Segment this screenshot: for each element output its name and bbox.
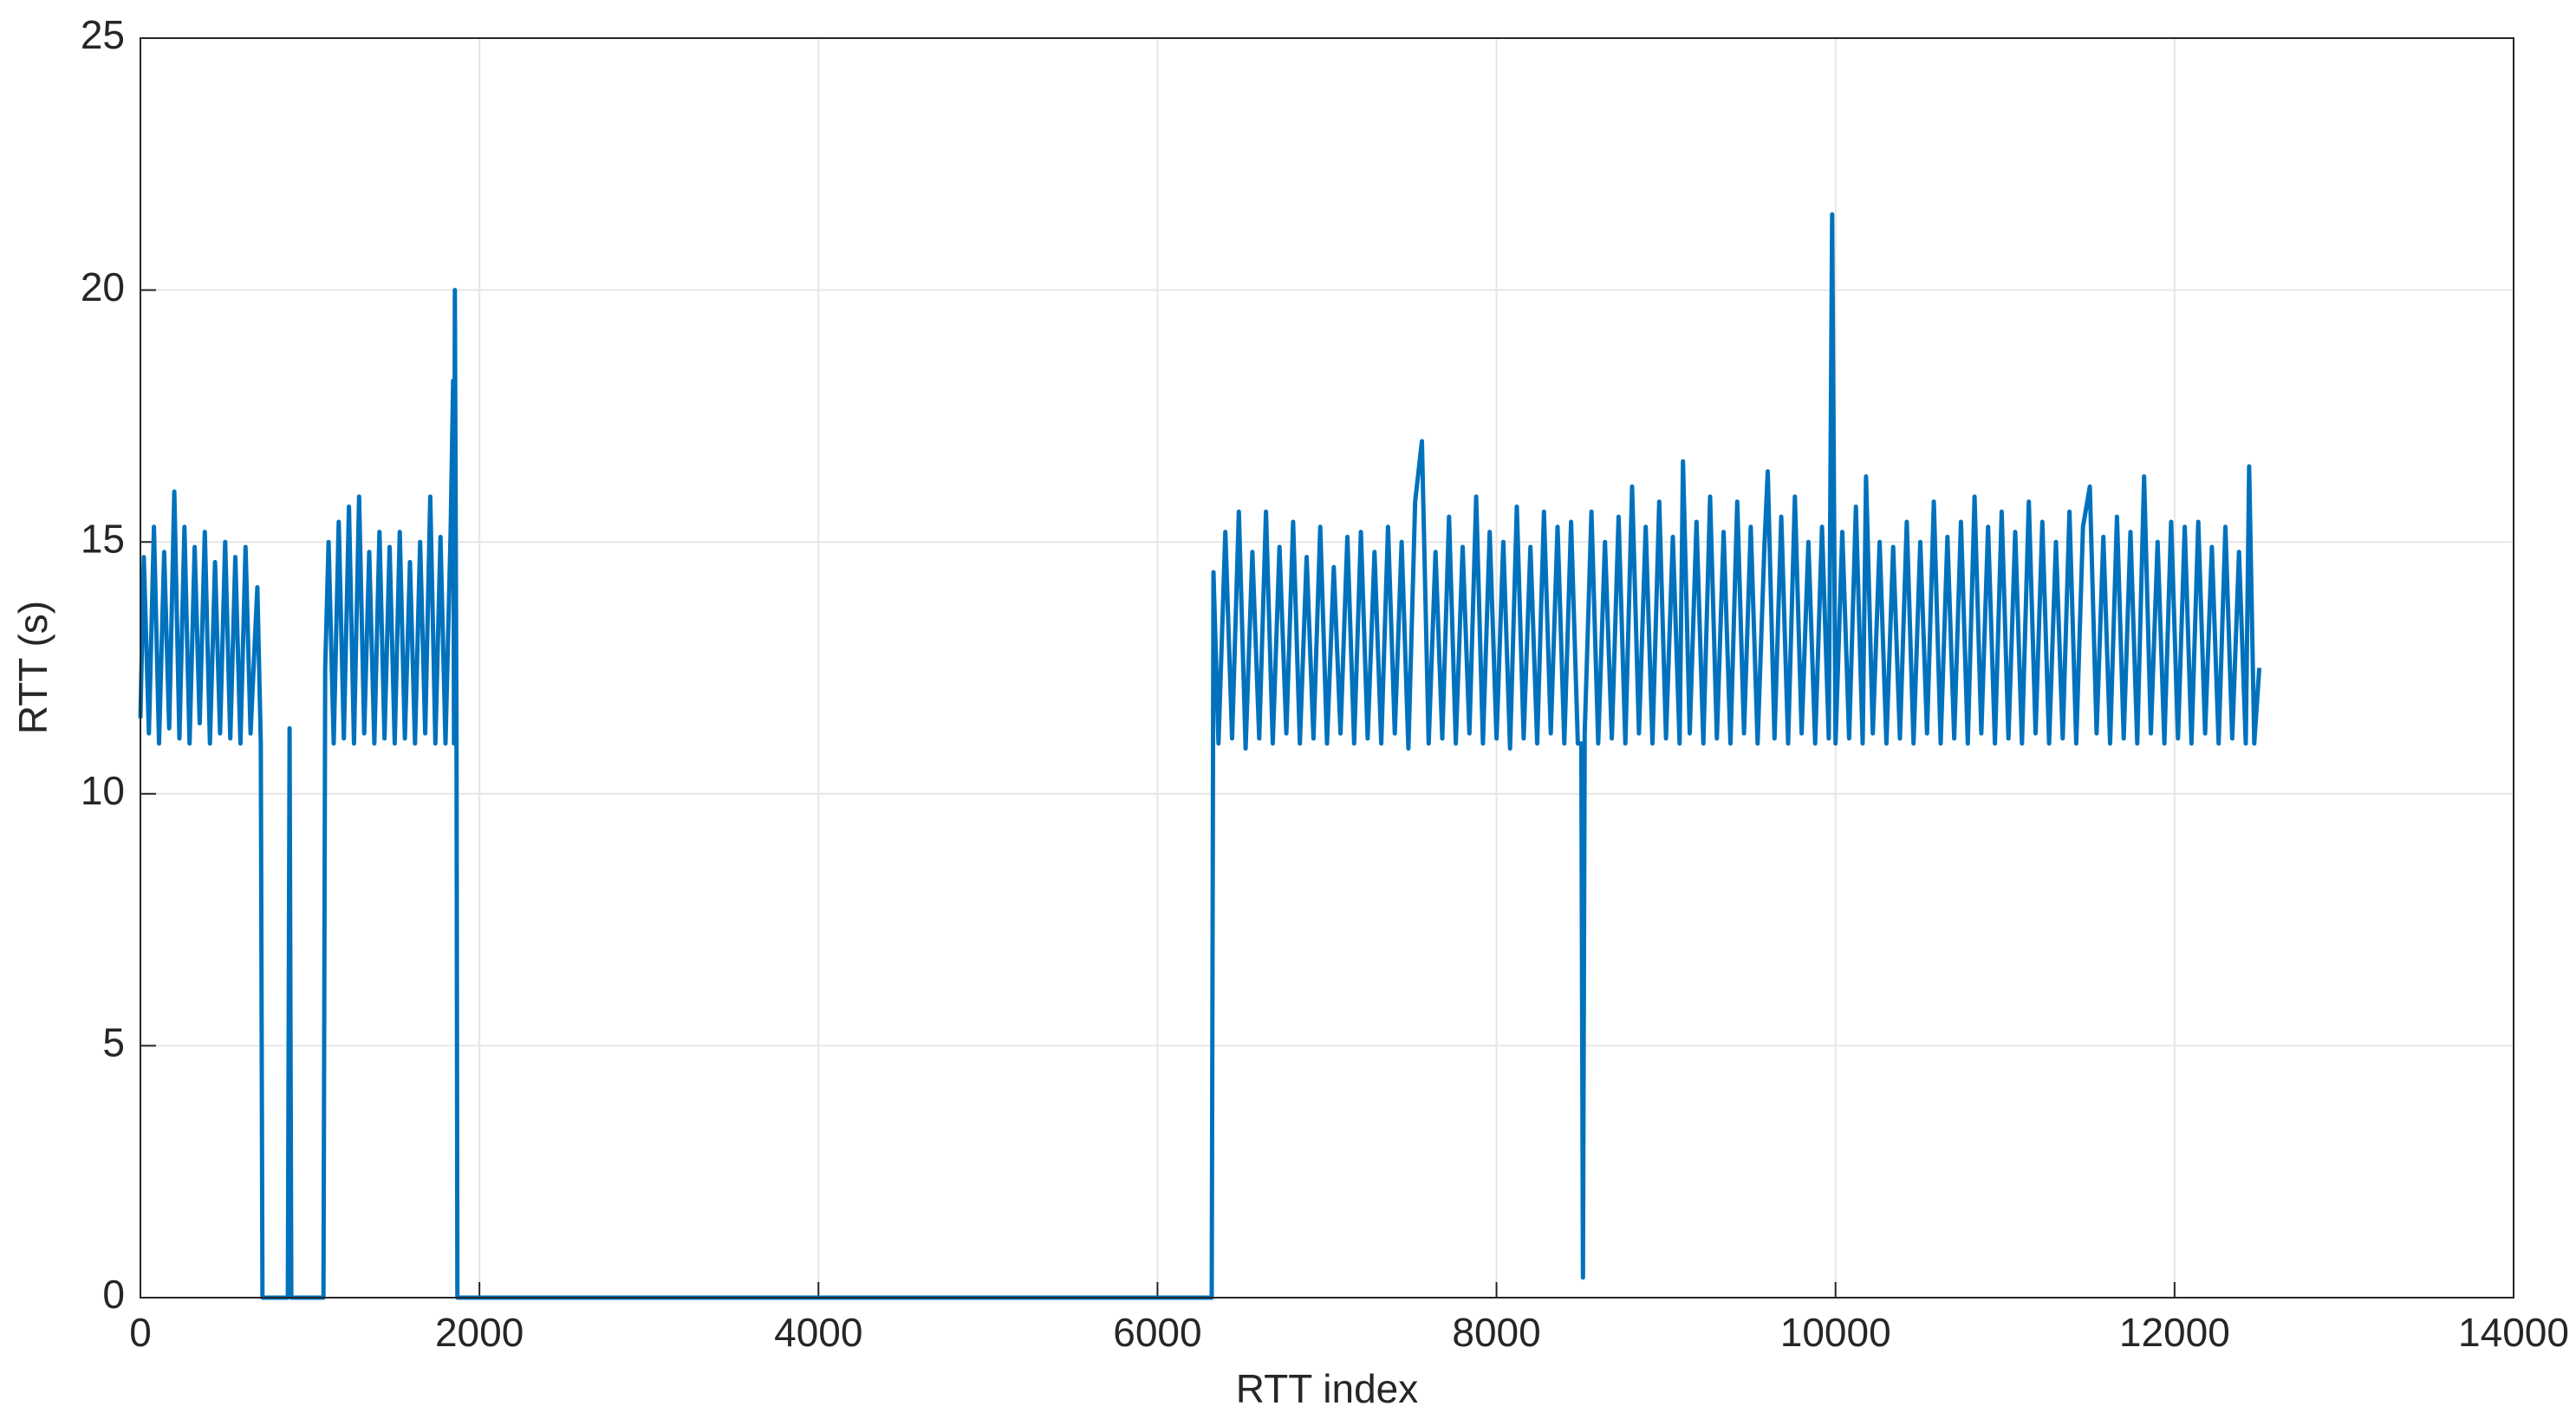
x-tick-label: 2000 <box>435 1310 524 1355</box>
x-tick-label: 0 <box>129 1310 152 1355</box>
y-tick-label: 10 <box>81 768 125 813</box>
data-line <box>138 212 2262 1300</box>
x-axis-label: RTT index <box>1236 1366 1419 1411</box>
y-axis-label: RTT (s) <box>10 601 55 734</box>
axes-frame <box>140 37 2514 1299</box>
x-tick-label: 10000 <box>1780 1310 1891 1355</box>
x-tick-label: 4000 <box>774 1310 862 1355</box>
y-tick-label: 15 <box>81 516 125 561</box>
y-tick-label: 20 <box>81 264 125 309</box>
x-tick-label: 6000 <box>1113 1310 1201 1355</box>
y-tick-label: 25 <box>81 12 125 57</box>
x-tick-label: 8000 <box>1452 1310 1540 1355</box>
x-tick-label: 14000 <box>2458 1310 2569 1355</box>
y-tick-label: 0 <box>102 1272 125 1317</box>
x-tick-label: 12000 <box>2119 1310 2230 1355</box>
y-tick-label: 5 <box>102 1020 125 1065</box>
